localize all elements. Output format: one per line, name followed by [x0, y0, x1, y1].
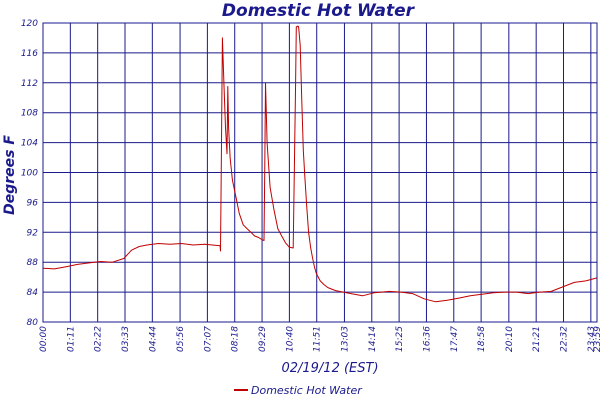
- series-layer: [42, 25, 598, 303]
- x-tick-label: 20:10: [505, 326, 515, 352]
- x-tick-label: 03:33: [121, 326, 131, 352]
- y-tick-label: 84: [27, 288, 39, 298]
- x-tick-label: 18:58: [477, 326, 487, 352]
- chart-title: Domestic Hot Water: [222, 1, 416, 21]
- x-tick-label: 11:51: [313, 326, 323, 352]
- x-tick-label: 09:29: [258, 326, 268, 352]
- y-tick-label: 108: [21, 109, 38, 119]
- legend-label: Domestic Hot Water: [251, 384, 363, 397]
- x-tick-label: 10:40: [285, 326, 295, 352]
- y-tick-label: 104: [21, 139, 38, 149]
- legend: Domestic Hot Water: [234, 384, 363, 397]
- y-tick-label: 100: [21, 169, 38, 179]
- series-line: [42, 25, 598, 303]
- x-tick-label: 17:47: [450, 326, 460, 352]
- x-tick-label: 05:56: [176, 326, 186, 352]
- x-tick-label: 22:32: [560, 326, 570, 352]
- x-tick-label: 21:21: [532, 326, 542, 352]
- y-tick-label: 92: [27, 228, 39, 238]
- x-axis-ticks: 00:00 01:11 02:22 03:33 04:44 05:56 07:07 08:18…: [39, 326, 600, 352]
- y-axis-ticks: 80 84 88 92 96 100 104 108 112 116 120: [21, 19, 38, 328]
- y-tick-label: 80: [27, 318, 39, 328]
- y-tick-label: 96: [27, 198, 39, 208]
- x-tick-label: 16:36: [422, 326, 432, 352]
- x-tick-label: 00:00: [39, 326, 49, 352]
- x-tick-label: 15:25: [395, 326, 405, 352]
- x-tick-label: 13:03: [340, 326, 350, 352]
- x-tick-label: 23:43: [587, 326, 597, 352]
- plot-frame: [42, 22, 598, 323]
- y-tick-label: 88: [27, 258, 39, 268]
- y-tick-label: 116: [21, 49, 38, 59]
- y-tick-label: 112: [21, 79, 38, 89]
- x-tick-label: 01:11: [66, 326, 76, 352]
- y-tick-label: 120: [21, 19, 38, 29]
- x-axis-label: 02/19/12 (EST): [281, 361, 378, 376]
- x-tick-label: 02:22: [94, 326, 104, 352]
- x-tick-label: 23:59: [593, 326, 600, 352]
- x-tick-label: 14:14: [368, 326, 378, 352]
- x-tick-label: 08:18: [231, 326, 241, 352]
- y-axis-label: Degrees F: [2, 135, 18, 215]
- x-tick-label: 07:07: [203, 326, 213, 352]
- grid: [42, 22, 598, 323]
- x-tick-label: 04:44: [148, 326, 158, 352]
